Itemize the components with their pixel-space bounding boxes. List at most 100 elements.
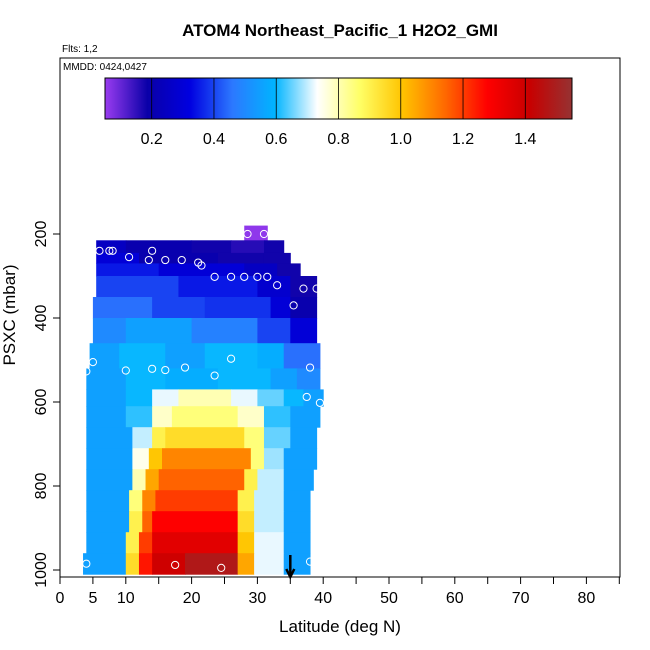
heatmap-cell (86, 448, 133, 470)
heatmap-cell (244, 225, 268, 241)
colorbar-tick-label: 0.6 (265, 131, 287, 148)
heatmap-cell (254, 511, 285, 533)
heatmap-cell (254, 553, 285, 575)
observation-point (240, 272, 249, 281)
heatmap-cell (231, 240, 265, 254)
heatmap-cell (138, 553, 153, 575)
heatmap-cell (217, 252, 265, 264)
heatmap-cell (158, 469, 245, 491)
heatmap-cell (290, 406, 321, 428)
heatmap-cell (125, 532, 140, 554)
heatmap-cell (152, 427, 166, 449)
x-tick-label: 10 (117, 590, 135, 607)
x-axis-label: Latitude (deg N) (279, 617, 401, 636)
heatmap-cell (96, 263, 160, 277)
observation-point (197, 261, 206, 270)
heatmap-cell (92, 297, 153, 319)
observation-point (289, 301, 298, 310)
observation-point (148, 246, 157, 255)
observation-point (312, 284, 321, 293)
heatmap-cell (86, 532, 127, 554)
observation-point (88, 358, 98, 367)
y-tick-label: 600 (33, 389, 50, 416)
heatmap-cell (129, 511, 143, 533)
heatmap-cell (152, 553, 186, 575)
observation-point (253, 272, 262, 281)
flights-label: Flts: 1,2 (62, 44, 98, 55)
y-axis-label: PSXC (mbar) (0, 264, 19, 365)
observation-points (82, 229, 325, 573)
heatmap-cell (125, 406, 153, 428)
heatmap-cell (132, 427, 153, 449)
colorbar-tick-label: 1.2 (452, 131, 474, 148)
heatmap-cell (283, 532, 311, 554)
colorbar-tick-label: 1.4 (514, 131, 536, 148)
heatmap-cell (96, 240, 127, 254)
heatmap-cell (185, 553, 239, 575)
heatmap-cell (158, 263, 245, 277)
observation-point (124, 253, 134, 262)
heatmap-cell (83, 553, 127, 575)
x-tick-label: 5 (88, 590, 97, 607)
heatmap-cell (263, 240, 285, 254)
heatmap-cell (125, 389, 153, 407)
x-tick-label: 20 (183, 590, 201, 607)
observation-point (121, 366, 130, 375)
heatmap-cell (283, 343, 321, 369)
heatmap-cell (125, 318, 193, 344)
heatmap-cell (270, 297, 291, 319)
observation-point (210, 371, 219, 380)
x-axis: 0 5 10 20 30 40 50 60 70 80 (56, 577, 620, 607)
heatmap-cell (148, 448, 163, 470)
heatmap-cell (152, 532, 239, 554)
observation-point (273, 281, 282, 290)
heatmap-cells (83, 225, 324, 575)
heatmap-cell (142, 511, 153, 533)
heatmap-cell (86, 490, 130, 512)
x-tick-label: 50 (380, 590, 398, 607)
heatmap-cell (283, 511, 311, 533)
heatmap-cell (257, 318, 291, 344)
heatmap-cell (171, 406, 239, 428)
colorbar-tick-label: 0.8 (327, 131, 349, 148)
heatmap-cell (96, 252, 140, 264)
observation-point (144, 255, 153, 265)
y-tick-label: 1000 (33, 552, 50, 588)
observation-point (171, 560, 180, 570)
heatmap-cell (138, 532, 153, 554)
heatmap-cell (152, 389, 179, 407)
heatmap-cell (283, 490, 311, 512)
heatmap-cell (263, 427, 291, 449)
y-tick-label: 200 (33, 221, 50, 248)
observation-point (148, 364, 157, 373)
colorbar-tick-label: 0.4 (203, 131, 225, 148)
heatmap-cell (86, 427, 133, 449)
heatmap-cell (145, 469, 160, 491)
heatmap-cell (204, 297, 272, 319)
observation-point (259, 229, 269, 239)
heatmap-cell (86, 389, 127, 407)
heatmap-cell (237, 490, 255, 512)
chart-title: ATOM4 Northeast_Pacific_1 H2O2_GMI (182, 21, 498, 40)
observation-point (299, 284, 308, 293)
heatmap-cell (119, 343, 166, 369)
heatmap-cell (277, 263, 301, 277)
observation-point (315, 398, 325, 407)
heatmap-cell (96, 276, 179, 298)
heatmap-cell (125, 553, 140, 575)
heatmap-cell (244, 263, 278, 277)
observation-point (105, 246, 114, 255)
heatmap-cell (178, 389, 232, 407)
heatmap-cell (257, 389, 285, 407)
heatmap-cell (244, 427, 265, 449)
heatmap-cell (191, 240, 232, 254)
heatmap-cell (86, 368, 127, 390)
heatmap-cell (250, 448, 265, 470)
heatmap-cell (191, 318, 258, 344)
heatmap-cell (244, 469, 258, 491)
heatmap-cell (263, 448, 285, 470)
heatmap-cell (290, 297, 318, 319)
heatmap-cell (152, 297, 206, 319)
heatmap-cell (237, 553, 255, 575)
